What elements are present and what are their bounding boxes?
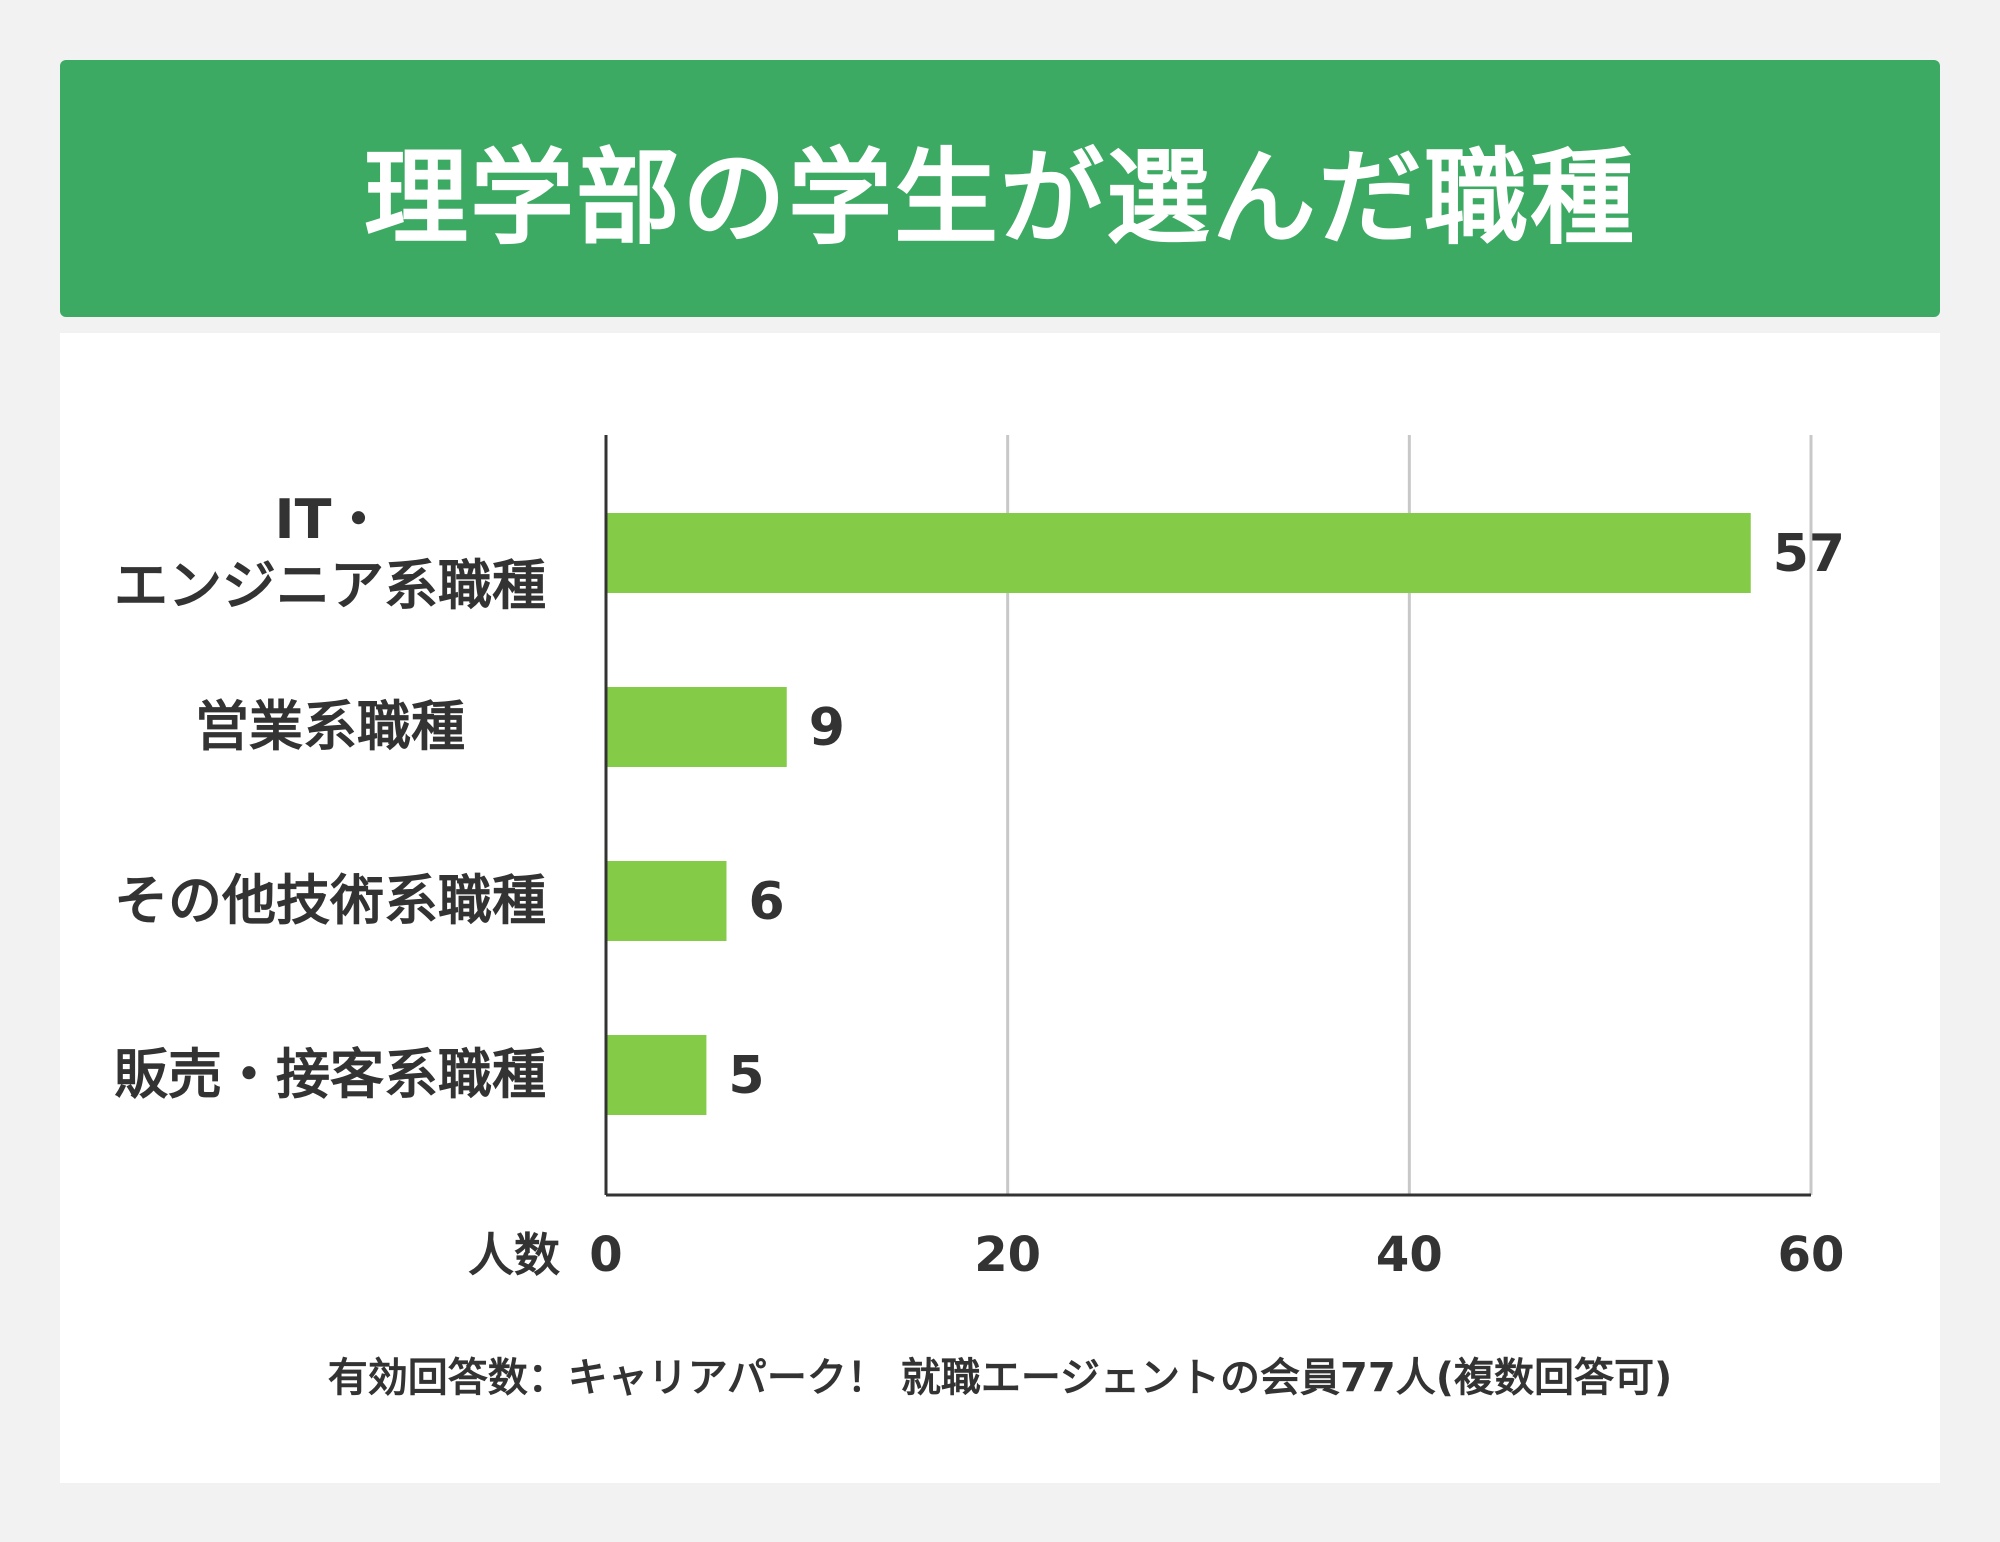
value-label-2: 6: [749, 872, 785, 932]
title-banner: 理学部の学生が選んだ職種: [60, 60, 1940, 317]
x-axis-label: 人数: [468, 1228, 560, 1282]
bar-2: [606, 861, 727, 941]
category-label-line: 営業系職種: [195, 695, 465, 758]
x-tick-label-0: 0: [589, 1227, 622, 1283]
category-label-line: IT・: [275, 488, 386, 551]
category-label-3: 販売・接客系職種: [114, 1043, 546, 1106]
x-tick-label-20: 20: [974, 1227, 1041, 1283]
response-note: 有効回答数：キャリアパーク！ 就職エージェントの会員77人(複数回答可): [327, 1355, 1673, 1401]
category-label-2: その他技術系職種: [114, 869, 546, 932]
x-tick-label-40: 40: [1376, 1227, 1443, 1283]
page-title: 理学部の学生が選んだ職種: [363, 137, 1636, 259]
category-label-line: エンジニア系職種: [114, 554, 546, 617]
value-label-3: 5: [728, 1046, 764, 1106]
category-label-1: 営業系職種: [195, 695, 465, 758]
category-label-line: 販売・接客系職種: [114, 1043, 546, 1106]
x-tick-label-60: 60: [1778, 1227, 1845, 1283]
bar-3: [606, 1035, 707, 1115]
value-label-1: 9: [809, 698, 845, 758]
chart-panel: 57 9 6 5 IT・エンジニア系職種 営業系職種 その他技術系職種 販売・接客系職種 0 20…: [60, 333, 1940, 1483]
category-label-0: IT・エンジニア系職種: [114, 488, 546, 617]
bar-0: [606, 513, 1751, 593]
value-label-0: 57: [1773, 524, 1845, 584]
category-label-line: その他技術系職種: [114, 869, 546, 932]
bar-1: [606, 687, 787, 767]
